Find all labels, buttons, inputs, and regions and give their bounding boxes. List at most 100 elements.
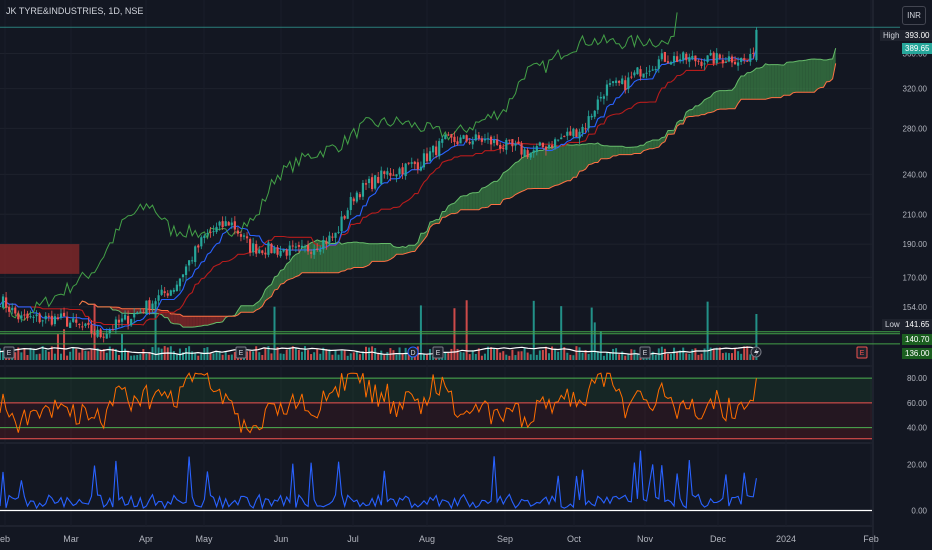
cloud-segment (600, 144, 604, 159)
cloud-segment (216, 316, 220, 323)
volume-bar (502, 351, 505, 360)
candle-body (733, 61, 737, 65)
volume-bar (541, 349, 544, 360)
candle-body (371, 177, 374, 190)
volume-bar (749, 354, 752, 360)
candle-body (676, 56, 679, 62)
candle-body (352, 198, 355, 202)
currency-button[interactable]: INR (902, 6, 926, 25)
volume-bar (313, 352, 316, 360)
candle-body (59, 313, 63, 318)
volume-bar (72, 346, 75, 360)
cloud-segment (262, 289, 266, 307)
candle-body (505, 139, 508, 150)
dividend-marker-icon[interactable]: D (407, 346, 419, 358)
high-price-tag: 393.00 (902, 30, 932, 41)
cloud-segment (195, 316, 199, 327)
candle-body (413, 161, 416, 165)
candle-body (178, 278, 182, 287)
candle-body (535, 146, 538, 152)
candle-body (410, 162, 413, 164)
lightning-icon[interactable] (750, 346, 762, 358)
cloud-segment (594, 142, 598, 163)
x-tick-label: Jun (274, 534, 289, 544)
candle-body (41, 320, 44, 322)
earnings-marker-icon[interactable]: E (432, 346, 444, 359)
volume-bar (688, 353, 691, 360)
candle-body (123, 314, 127, 320)
x-tick-label: Nov (637, 534, 654, 544)
cloud-segment (472, 192, 476, 210)
candle-body (120, 318, 124, 322)
volume-bar (514, 355, 517, 360)
cloud-segment (728, 90, 732, 109)
candle-body (685, 53, 688, 61)
volume-bar (554, 348, 557, 360)
candle-body (294, 246, 297, 248)
candle-body (511, 139, 514, 147)
level-price-tag: 140.70 (902, 334, 932, 345)
candle-body (746, 60, 749, 62)
cloud-segment (399, 246, 403, 255)
volume-bar (355, 350, 358, 360)
volume-bar (127, 350, 130, 360)
volume-bar (694, 348, 697, 360)
earnings-marker-icon[interactable]: E (639, 346, 651, 359)
cloud-segment (753, 68, 757, 100)
cloud-segment (701, 99, 705, 115)
candle-body (172, 289, 175, 292)
svg-text:E: E (7, 350, 12, 357)
candle-body (285, 249, 288, 256)
candle-body (0, 305, 2, 307)
candle-body (432, 145, 435, 153)
volume-bar (493, 348, 496, 360)
cloud-segment (774, 64, 778, 98)
volume-bar (734, 348, 737, 360)
candle-body (346, 210, 349, 219)
cloud-segment (0, 244, 80, 274)
volume-bar (392, 350, 395, 360)
candle-body (380, 170, 383, 184)
volume-bar (377, 353, 380, 360)
candle-body (334, 232, 337, 238)
cloud-segment (402, 246, 406, 255)
volume-bar (310, 354, 313, 360)
cloud-segment (606, 145, 610, 159)
earnings-marker-icon[interactable]: E (235, 346, 247, 359)
cloud-segment (637, 145, 641, 154)
cloud-segment (210, 316, 214, 325)
candle-body (474, 134, 477, 141)
candle-body (645, 72, 648, 74)
cloud-segment (576, 144, 580, 178)
candle-body (550, 145, 554, 148)
earnings-marker-icon[interactable]: E (856, 346, 868, 359)
volume-bar (697, 354, 700, 360)
candle-body (721, 59, 724, 64)
volume-bar (496, 348, 499, 360)
candles (0, 27, 758, 343)
y-tick-label: 154.00 (903, 303, 928, 312)
candle-body (712, 52, 715, 64)
volume-bar (60, 353, 62, 360)
x-tick-label: Feb (863, 534, 879, 544)
volume-bar (596, 351, 599, 360)
earnings-marker-icon[interactable]: E (3, 346, 15, 359)
volume-bar (319, 353, 322, 360)
cloud-segment (783, 62, 787, 96)
cloud-segment (128, 308, 132, 314)
candle-body (608, 83, 612, 85)
cloud-segment (457, 196, 461, 213)
cloud-segment (460, 195, 464, 210)
volume-bar (426, 354, 428, 360)
cloud-segment (741, 75, 745, 100)
candle-body (331, 236, 334, 238)
cloud-segment (198, 316, 202, 327)
candle-body (706, 55, 709, 63)
candle-body (508, 139, 511, 141)
cloud-segment (335, 241, 339, 273)
cloud-segment (478, 188, 482, 210)
cloud-segment (183, 316, 187, 328)
volume-bar (654, 354, 657, 360)
volume-bar (145, 353, 148, 360)
